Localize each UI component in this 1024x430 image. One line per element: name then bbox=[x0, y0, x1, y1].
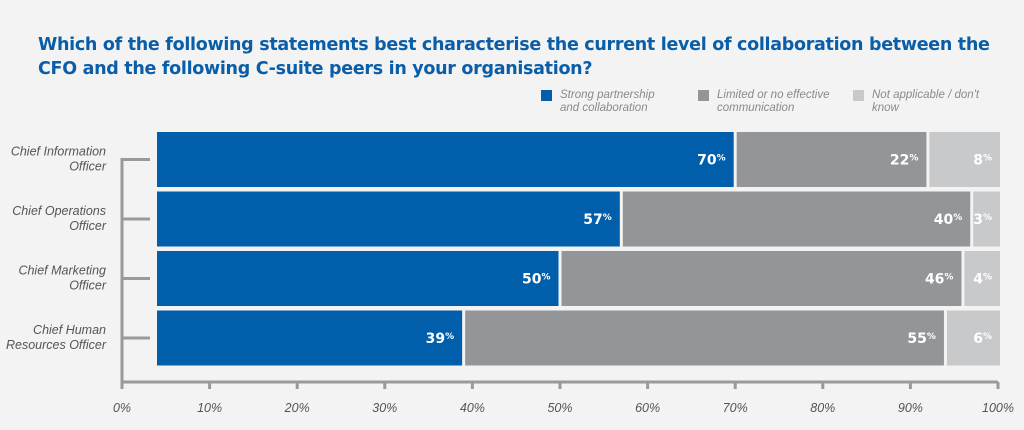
bar-segment bbox=[736, 132, 927, 187]
bar-segment bbox=[561, 251, 962, 306]
x-tick-label: 20% bbox=[284, 401, 310, 415]
data-label: 70% bbox=[697, 153, 726, 169]
data-label: 22% bbox=[890, 153, 919, 169]
x-tick-label: 0% bbox=[113, 401, 131, 415]
bar-segment bbox=[157, 251, 559, 306]
x-tick-label: 30% bbox=[372, 401, 397, 415]
legend-label: Strong partnership and collaboration bbox=[560, 89, 655, 114]
category-label: Officer bbox=[69, 219, 107, 233]
data-label: 50% bbox=[522, 272, 551, 288]
x-tick-label: 80% bbox=[810, 401, 835, 415]
chart-title: Which of the following statements best c… bbox=[38, 35, 990, 79]
data-label: 8% bbox=[973, 153, 992, 169]
bar-segment bbox=[929, 132, 1000, 187]
x-tick-label: 10% bbox=[197, 401, 222, 415]
legend-swatch bbox=[541, 90, 552, 101]
legend-item-na: Not applicable / don't know bbox=[853, 89, 979, 115]
legend-swatch bbox=[698, 90, 709, 101]
x-tick-label: 100% bbox=[982, 401, 1014, 415]
data-label: 3% bbox=[973, 212, 992, 228]
data-label: 57% bbox=[583, 212, 612, 228]
bar-segment bbox=[964, 251, 1000, 306]
data-label: 39% bbox=[426, 331, 455, 347]
category-label: Chief Operations bbox=[12, 204, 106, 218]
category-label: Chief Information bbox=[11, 145, 106, 159]
bar-segment bbox=[465, 310, 944, 366]
data-label: 6% bbox=[973, 331, 992, 347]
legend-item-limited: Limited or no effective communication bbox=[698, 89, 830, 115]
legend-swatch bbox=[853, 90, 864, 101]
bar-segment bbox=[157, 132, 734, 187]
bar-segment bbox=[946, 310, 1000, 366]
x-tick-label: 40% bbox=[460, 401, 485, 415]
bar-segment bbox=[973, 191, 1000, 247]
category-label: Resources Officer bbox=[6, 338, 107, 352]
legend-label: Not applicable / don't know bbox=[872, 89, 980, 114]
category-label: Officer bbox=[69, 160, 107, 174]
data-label: 55% bbox=[907, 331, 936, 347]
category-label: Officer bbox=[69, 279, 107, 293]
category-label: Chief Marketing bbox=[18, 264, 106, 278]
data-label: 40% bbox=[934, 212, 963, 228]
x-tick-label: 90% bbox=[898, 401, 923, 415]
x-tick-label: 60% bbox=[635, 401, 660, 415]
data-label: 4% bbox=[973, 272, 992, 288]
bar-segment bbox=[157, 191, 620, 247]
data-label: 46% bbox=[925, 272, 954, 288]
x-tick-label: 50% bbox=[547, 401, 572, 415]
bar-segment bbox=[157, 310, 463, 366]
legend-label: Limited or no effective communication bbox=[717, 89, 830, 114]
category-label: Chief Human bbox=[33, 323, 106, 337]
bar-segment bbox=[622, 191, 971, 247]
x-tick-label: 70% bbox=[723, 401, 748, 415]
legend-item-strong: Strong partnership and collaboration bbox=[541, 89, 655, 115]
